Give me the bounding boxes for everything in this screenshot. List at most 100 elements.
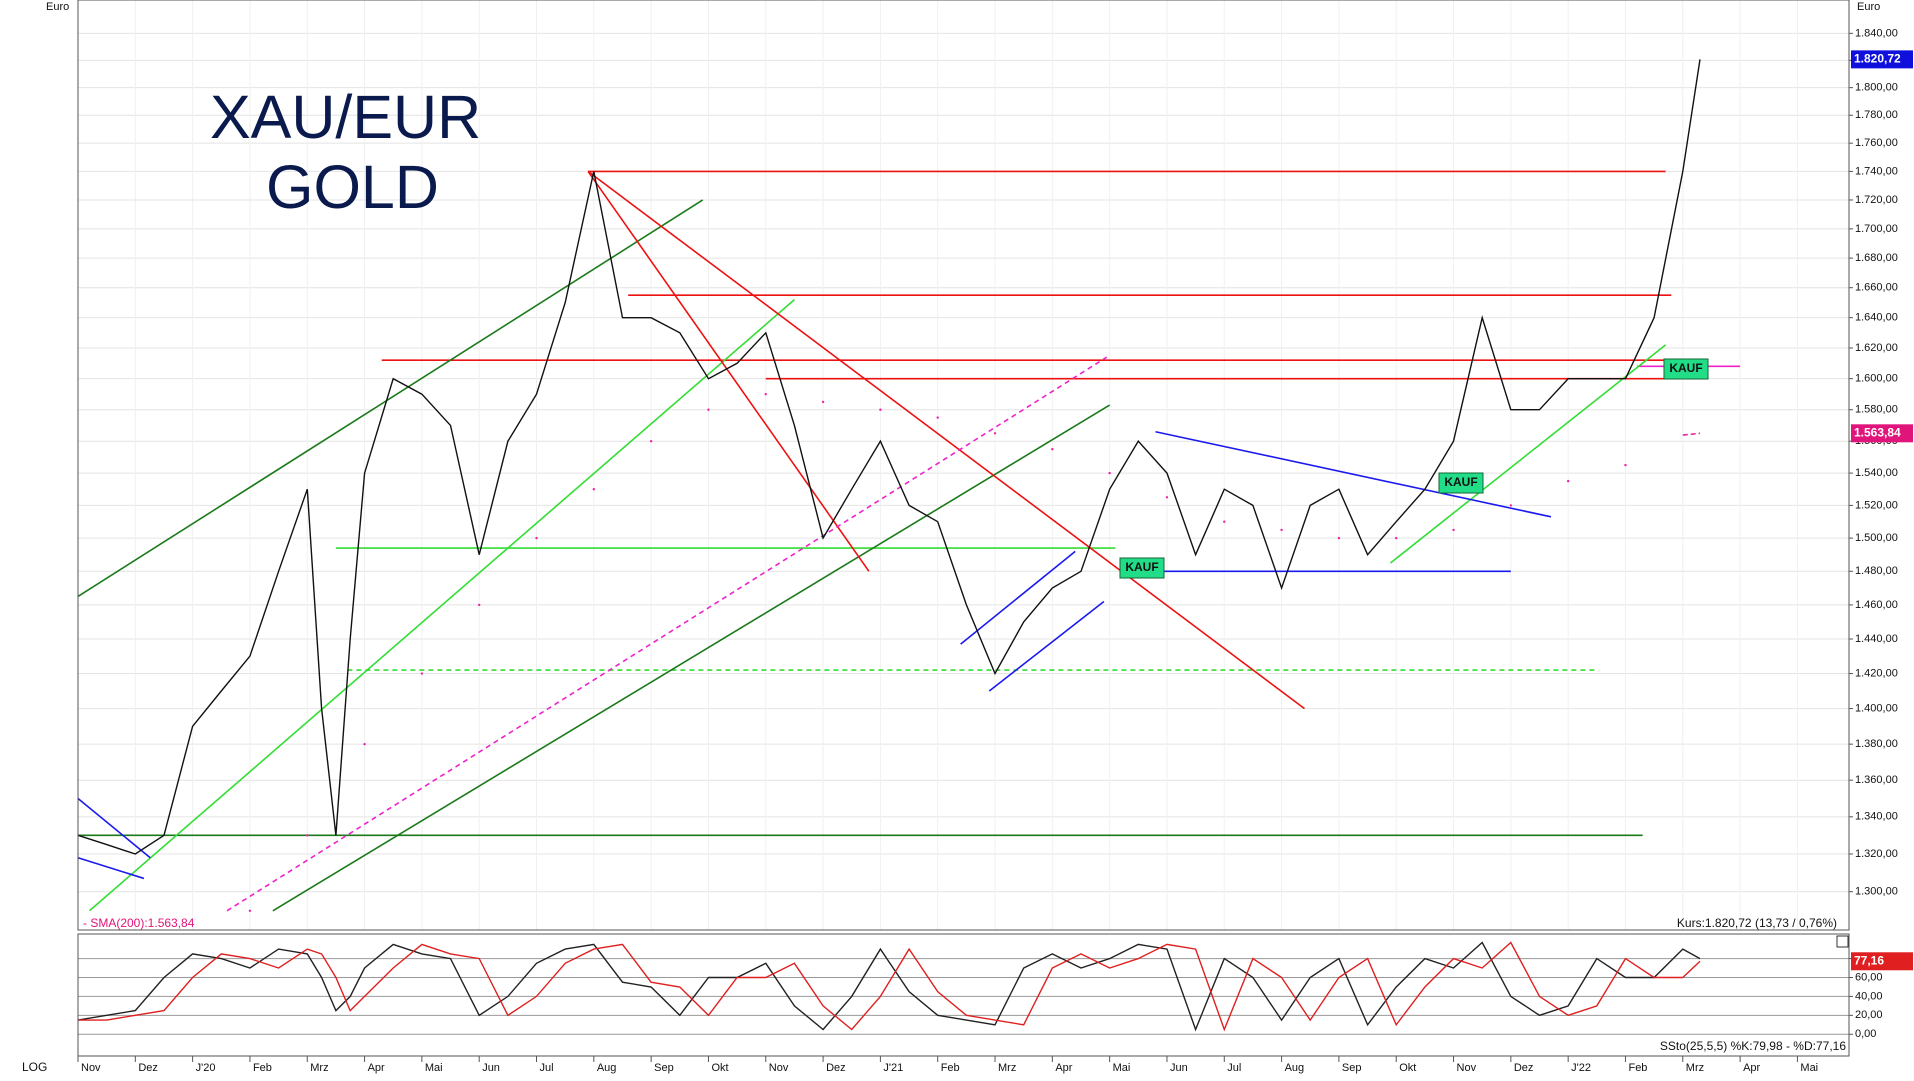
x-tick-label: Jun: [482, 1062, 500, 1074]
main-frame: [77, 0, 1850, 931]
y-tick-label: 1.600,00: [1855, 373, 1898, 385]
y-tick-label: 1.800,00: [1855, 82, 1898, 94]
x-tick-label: Mai: [1800, 1062, 1818, 1074]
trend-line: [88, 299, 795, 912]
trend-line: [77, 856, 145, 880]
series-point: [936, 416, 939, 419]
last-value-box: [1851, 424, 1913, 443]
chart-title: XAU/EUR: [210, 83, 481, 151]
x-tick-label: Nov: [1457, 1062, 1477, 1074]
y-tick-label: 1.340,00: [1855, 811, 1898, 823]
series-line: [1682, 432, 1701, 436]
x-tick-label: Jul: [540, 1062, 554, 1074]
y-tick-label: 1.700,00: [1855, 223, 1898, 235]
y-tick-label: 1.500,00: [1855, 532, 1898, 544]
last-value-label: 1.563,84: [1854, 425, 1901, 439]
sma-legend: - SMA(200):1.563,84: [83, 916, 195, 930]
series-point: [477, 603, 481, 607]
y-tick-label: 1.660,00: [1855, 282, 1898, 294]
close-button[interactable]: [1836, 935, 1849, 948]
last-value-label: 1.820,72: [1854, 52, 1901, 66]
series-point: [1051, 447, 1054, 451]
y-tick-label: 40,00: [1855, 990, 1883, 1002]
y-tick-label: 1.740,00: [1855, 165, 1898, 177]
series-point: [1108, 471, 1111, 475]
y-tick-label: 20,00: [1855, 1009, 1883, 1021]
stoch-legend: SSto(25,5,5) %K:79,98 - %D:77,16: [1660, 1039, 1846, 1053]
y-tick-label: 1.780,00: [1855, 109, 1898, 121]
annotation: KAUF: [1444, 475, 1477, 489]
y-tick-label: 1.400,00: [1855, 702, 1898, 714]
last-value-box: [1851, 952, 1913, 971]
series-point: [1337, 536, 1341, 540]
x-tick-label: Dez: [826, 1062, 846, 1074]
x-tick-label: Mai: [425, 1062, 443, 1074]
series-line: [78, 941, 1701, 1032]
series-point: [993, 432, 997, 435]
x-tick-label: J'20: [196, 1062, 216, 1074]
y-tick-label: 1.640,00: [1855, 312, 1898, 324]
x-tick-label: Mai: [1113, 1062, 1131, 1074]
y-tick-label: 1.760,00: [1855, 137, 1898, 149]
trend-line: [226, 356, 1108, 912]
x-tick-label: Feb: [1628, 1062, 1647, 1074]
series-point: [1165, 496, 1169, 499]
y-tick-label: 1.720,00: [1855, 194, 1898, 206]
y-tick-label: 1.300,00: [1855, 886, 1898, 898]
x-tick-label: Aug: [597, 1062, 617, 1074]
series-point: [592, 487, 596, 491]
x-tick-label: Dez: [1514, 1062, 1534, 1074]
last-value-box: [1851, 50, 1913, 69]
x-tick-label: Jun: [1170, 1062, 1188, 1074]
series-point: [821, 400, 825, 404]
y-tick-label: 0,00: [1855, 1028, 1876, 1040]
x-tick-label: Apr: [1055, 1062, 1072, 1074]
x-tick-label: J'22: [1571, 1062, 1591, 1074]
y-tick-label: 1.380,00: [1855, 738, 1898, 750]
x-tick-label: Mrz: [1686, 1062, 1704, 1074]
x-tick-label: Mrz: [998, 1062, 1016, 1074]
x-tick-label: Sep: [654, 1062, 674, 1074]
trend-line: [77, 797, 151, 859]
series-point: [1223, 520, 1226, 523]
series-point: [1566, 479, 1570, 483]
series-point: [1452, 528, 1455, 532]
kauf-box: [1438, 472, 1484, 494]
x-tick-label: Sep: [1342, 1062, 1362, 1074]
x-tick-label: Aug: [1285, 1062, 1305, 1074]
y-tick-label: 1.480,00: [1855, 565, 1898, 577]
x-tick-label: Feb: [253, 1062, 272, 1074]
y-tick-label: 1.580,00: [1855, 404, 1898, 416]
last-value-label: 77,16: [1854, 953, 1884, 967]
y-tick-label: 1.460,00: [1855, 599, 1898, 611]
y-tick-label: 1.420,00: [1855, 667, 1898, 679]
kauf-box: [1119, 557, 1165, 579]
scale-label: LOG: [22, 1060, 47, 1074]
y-tick-label: 1.620,00: [1855, 342, 1898, 354]
trend-line: [1155, 430, 1552, 518]
series-point: [707, 408, 710, 411]
x-tick-label: Apr: [368, 1062, 385, 1074]
trend-line: [77, 199, 704, 598]
x-tick-label: Nov: [769, 1062, 789, 1074]
series-point: [649, 440, 653, 443]
quote: Kurs:1.820,72 (13,73 / 0,76%): [1677, 916, 1837, 930]
series-point: [420, 672, 424, 675]
series-line: [77, 941, 1701, 1032]
annotation: KAUF: [1125, 560, 1158, 574]
trend-line: [272, 404, 1111, 912]
x-tick-label: Okt: [1399, 1062, 1416, 1074]
y-tick-label: 60,00: [1855, 971, 1883, 983]
series-point: [879, 408, 882, 411]
series-point: [1280, 528, 1283, 532]
series-point: [248, 909, 252, 912]
kauf-box: [1663, 358, 1709, 380]
plot-layer: 1.300,00 1.320,00 1.340,00 1.360,00 1.380,00…: [77, 0, 1913, 1074]
axis-unit: Euro: [1857, 1, 1880, 13]
chart-subtitle: GOLD: [266, 153, 439, 221]
x-tick-label: Nov: [81, 1062, 101, 1074]
y-tick-label: 1.520,00: [1855, 499, 1898, 511]
series-line: [77, 59, 1701, 855]
trend-line: [1389, 344, 1667, 564]
